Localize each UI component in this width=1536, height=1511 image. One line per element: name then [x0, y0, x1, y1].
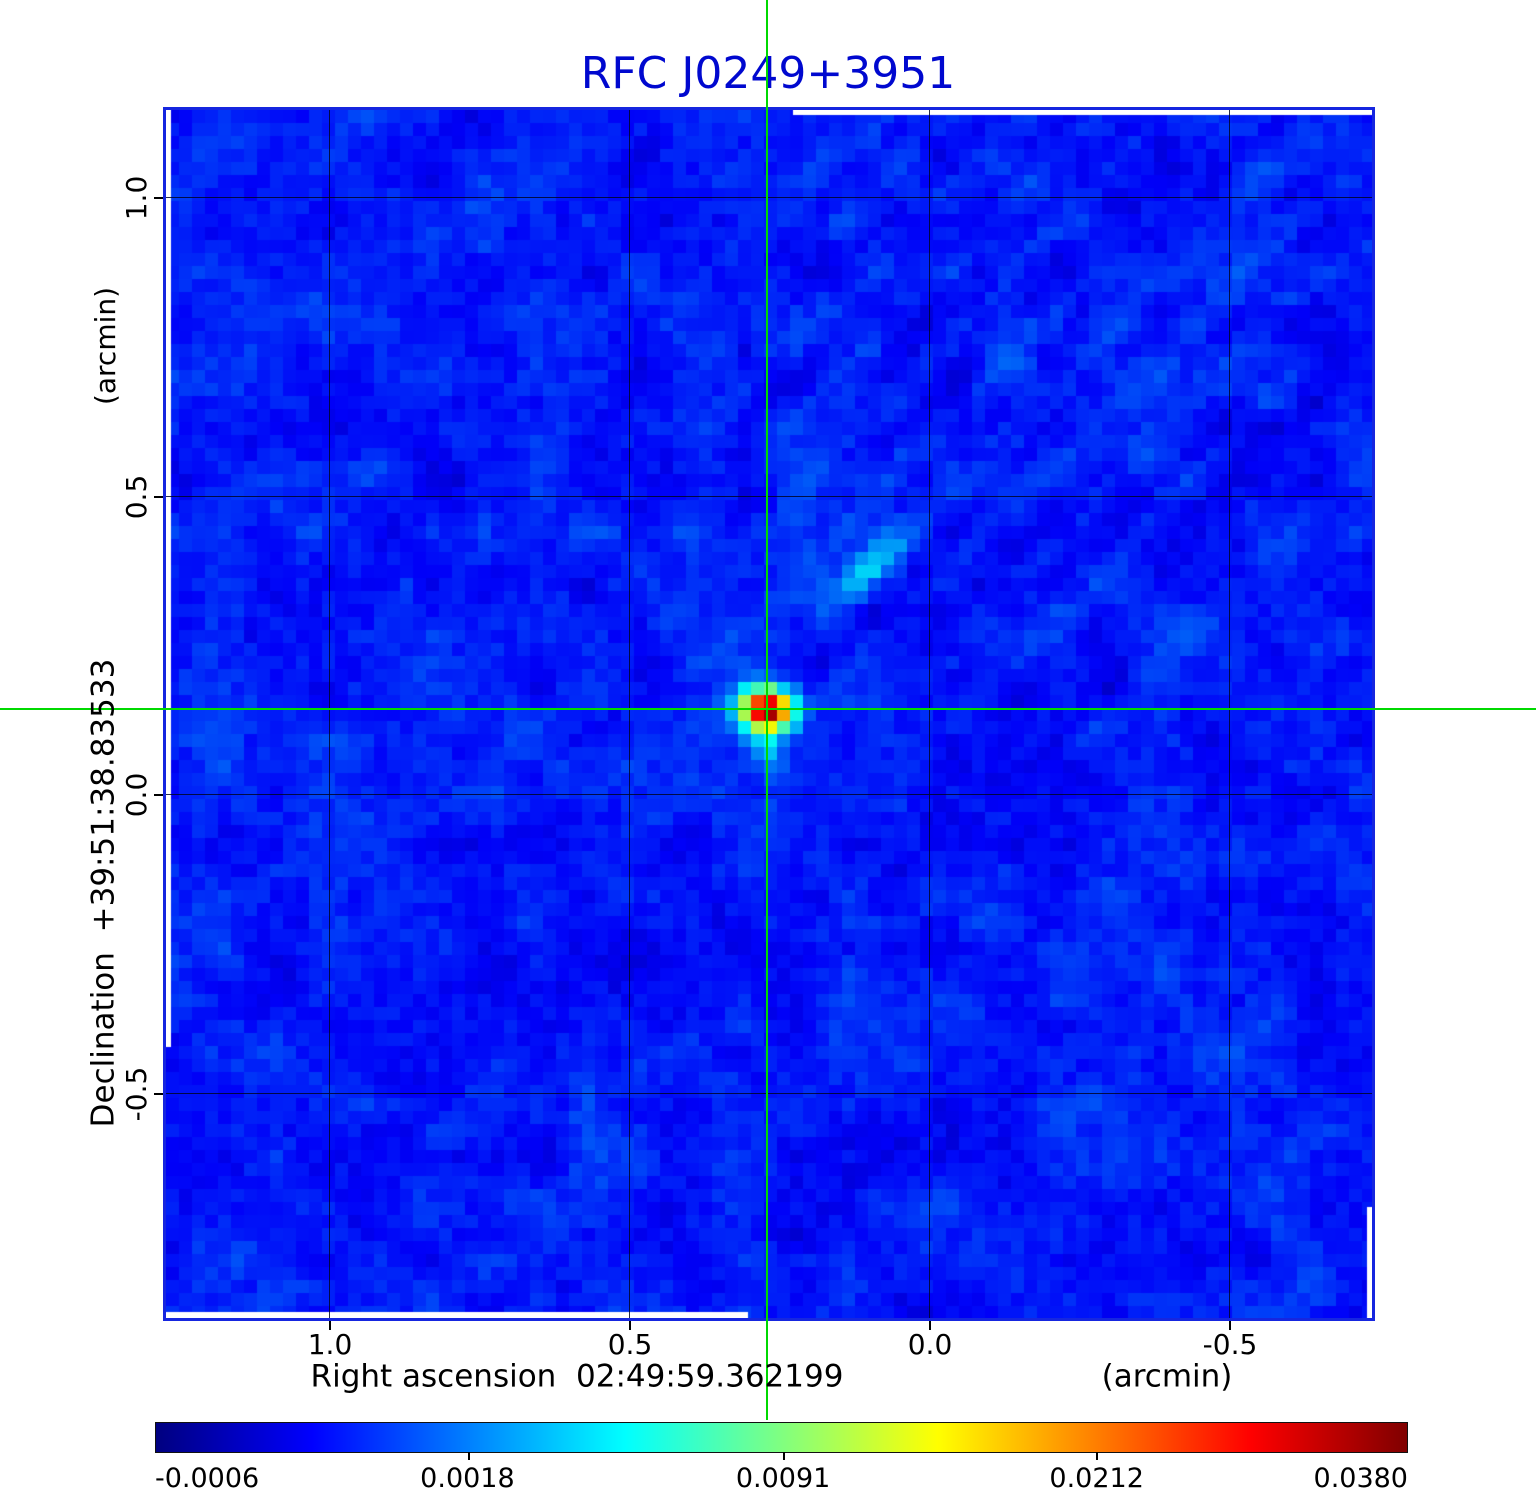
y-axis-label: Declination +39:51:38.83533	[85, 658, 122, 1128]
colorbar-tick-label: 0.0380	[1313, 1463, 1408, 1494]
y-axis-unit-label: (arcmin)	[89, 286, 122, 406]
y-axis-tick-mark	[154, 794, 163, 796]
x-tick-label: -0.5	[1202, 1328, 1258, 1361]
chart-title: RFC J0249+3951	[580, 48, 956, 99]
colorbar-tick-label: 0.0212	[1049, 1463, 1144, 1494]
y-tick-label: 0.5	[120, 474, 153, 520]
colorbar-tick-label: 0.0091	[735, 1463, 831, 1494]
x-axis-label: Right ascension 02:49:59.362199	[310, 1358, 844, 1395]
colorbar-tick-mark	[1096, 1452, 1099, 1460]
crosshair-horizontal-line	[0, 708, 1536, 711]
colorbar-tick-mark	[467, 1452, 470, 1460]
y-tick-label: -0.5	[120, 1066, 153, 1122]
x-axis-tick-mark	[329, 1321, 331, 1330]
radio-intensity-map	[166, 110, 1372, 1318]
colorbar-gradient	[156, 1423, 1407, 1452]
y-axis-tick-mark	[154, 496, 163, 498]
colorbar-tick-mark	[783, 1452, 786, 1460]
gridline-vertical	[1229, 110, 1230, 1318]
plot-area	[163, 107, 1375, 1321]
gridline-horizontal	[166, 794, 1372, 795]
gridline-horizontal	[166, 197, 1372, 198]
gridline-horizontal	[166, 496, 1372, 497]
gridline-vertical	[929, 110, 930, 1318]
x-tick-label: 0.0	[907, 1328, 953, 1361]
y-axis-tick-mark	[154, 197, 163, 199]
gridline-vertical	[329, 110, 330, 1318]
x-axis-tick-mark	[629, 1321, 631, 1330]
x-axis-tick-mark	[929, 1321, 931, 1330]
colorbar	[155, 1422, 1408, 1460]
y-axis-tick-mark	[154, 1093, 163, 1095]
grid-layer	[166, 110, 1372, 1318]
x-tick-label: 1.0	[307, 1328, 353, 1361]
gridline-horizontal	[166, 1093, 1372, 1094]
y-tick-label: 0.0	[120, 772, 153, 818]
x-axis-tick-mark	[1229, 1321, 1231, 1330]
colorbar-tick-label: -0.0006	[155, 1463, 260, 1494]
x-tick-label: 0.5	[607, 1328, 653, 1361]
gridline-vertical	[629, 110, 630, 1318]
colorbar-tick-label: 0.0018	[420, 1463, 515, 1494]
x-axis-unit-label: (arcmin)	[1101, 1358, 1233, 1395]
y-tick-label: 1.0	[120, 175, 153, 221]
